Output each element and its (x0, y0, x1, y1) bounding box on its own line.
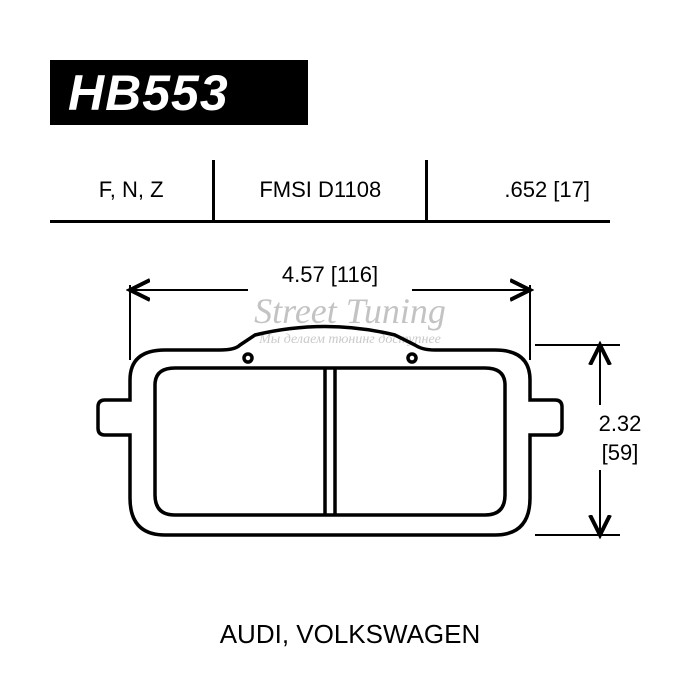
vehicle-application: AUDI, VOLKSWAGEN (0, 619, 700, 650)
brake-pad-outline (98, 327, 562, 536)
spec-sheet: HB553 F, N, Z FMSI D1108 .652 [17] 4.57 … (0, 0, 700, 700)
height-dimension-line (535, 345, 620, 535)
brake-pad-diagram (0, 0, 700, 700)
